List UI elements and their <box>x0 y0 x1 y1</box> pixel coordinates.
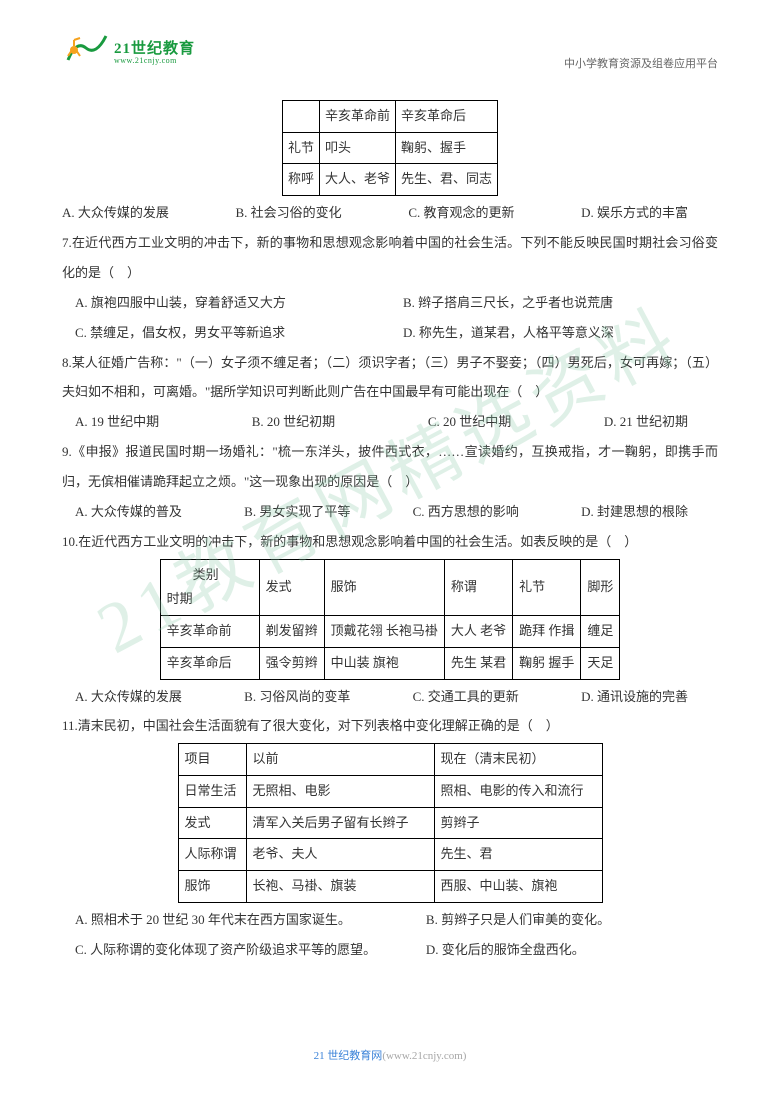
q11-options-row2: C. 人际称谓的变化体现了资产阶级追求平等的愿望。 D. 变化后的服饰全盘西化。 <box>62 935 718 965</box>
q10-table: 类别 时期发式服饰称谓礼节脚形 辛亥革命前剃发留辫顶戴花翎 长袍马褂大人 老爷跪… <box>160 559 621 680</box>
q6-opt-a[interactable]: A. 大众传媒的发展 <box>62 198 169 228</box>
q11-opt-a[interactable]: A. 照相术于 20 世纪 30 年代末在西方国家诞生。 <box>62 905 383 935</box>
q6-options: A. 大众传媒的发展 B. 社会习俗的变化 C. 教育观念的更新 D. 娱乐方式… <box>62 198 718 228</box>
q9-opt-d[interactable]: D. 封建思想的根除 <box>568 497 688 527</box>
q11-options-row1: A. 照相术于 20 世纪 30 年代末在西方国家诞生。 B. 剪辫子只是人们审… <box>62 905 718 935</box>
q11-opt-c[interactable]: C. 人际称谓的变化体现了资产阶级追求平等的愿望。 <box>62 935 383 965</box>
logo-sub-text: www.21cnjy.com <box>114 57 195 65</box>
q8-opt-b[interactable]: B. 20 世纪初期 <box>239 407 335 437</box>
q8-opt-a[interactable]: A. 19 世纪中期 <box>62 407 159 437</box>
q7-opt-c[interactable]: C. 禁缠足，倡女权，男女平等新追求 <box>62 318 360 348</box>
q11-table: 项目以前现在（清末民初） 日常生活无照相、电影照相、电影的传入和流行 发式清军入… <box>178 743 603 902</box>
q7-opt-a[interactable]: A. 旗袍四服中山装，穿着舒适又大方 <box>62 288 360 318</box>
q10-opt-b[interactable]: B. 习俗风尚的变革 <box>231 682 350 712</box>
q10-options: A. 大众传媒的发展 B. 习俗风尚的变革 C. 交通工具的更新 D. 通讯设施… <box>62 682 718 712</box>
q9-options: A. 大众传媒的普及 B. 男女实现了平等 C. 西方思想的影响 D. 封建思想… <box>62 497 718 527</box>
site-logo: 21世纪教育 www.21cnjy.com <box>62 30 195 77</box>
q9-opt-a[interactable]: A. 大众传媒的普及 <box>62 497 182 527</box>
q8-options: A. 19 世纪中期 B. 20 世纪初期 C. 20 世纪中期 D. 21 世… <box>62 407 718 437</box>
q6-opt-d[interactable]: D. 娱乐方式的丰富 <box>581 198 688 228</box>
q11-stem: 11.清末民初，中国社会生活面貌有了很大变化，对下列表格中变化理解正确的是（ ） <box>62 711 718 741</box>
q11-opt-b[interactable]: B. 剪辫子只是人们审美的变化。 <box>413 905 688 935</box>
q10-stem: 10.在近代西方工业文明的冲击下，新的事物和思想观念影响着中国的社会生活。如表反… <box>62 527 718 557</box>
q11-opt-d[interactable]: D. 变化后的服饰全盘西化。 <box>413 935 688 965</box>
q9-opt-b[interactable]: B. 男女实现了平等 <box>231 497 350 527</box>
q7-stem: 7.在近代西方工业文明的冲击下，新的事物和思想观念影响着中国的社会生活。下列不能… <box>62 228 718 288</box>
q7-options-row2: C. 禁缠足，倡女权，男女平等新追求 D. 称先生，道某君，人格平等意义深 <box>62 318 718 348</box>
q10-opt-d[interactable]: D. 通讯设施的完善 <box>568 682 688 712</box>
q7-opt-b[interactable]: B. 辫子搭肩三尺长，之乎者也说荒唐 <box>390 288 688 318</box>
logo-main-text: 21世纪教育 <box>114 42 195 57</box>
footer-url: (www.21cnjy.com) <box>382 1050 466 1062</box>
q9-opt-c[interactable]: C. 西方思想的影响 <box>400 497 519 527</box>
logo-icon <box>62 30 110 77</box>
q6-table: 辛亥革命前辛亥革命后 礼节叩头鞠躬、握手 称呼大人、老爷先生、君、同志 <box>282 100 498 196</box>
q8-opt-c[interactable]: C. 20 世纪中期 <box>415 407 511 437</box>
q7-options-row1: A. 旗袍四服中山装，穿着舒适又大方 B. 辫子搭肩三尺长，之乎者也说荒唐 <box>62 288 718 318</box>
q10-opt-a[interactable]: A. 大众传媒的发展 <box>62 682 182 712</box>
q8-stem: 8.某人征婚广告称："（一）女子须不缠足者；（二）须识字者；（三）男子不娶妾；（… <box>62 348 718 408</box>
q7-opt-d[interactable]: D. 称先生，道某君，人格平等意义深 <box>390 318 688 348</box>
page-footer: 21 世纪教育网(www.21cnjy.com) <box>0 1047 780 1063</box>
footer-brand: 21 世纪教育网 <box>314 1050 383 1062</box>
q9-stem: 9.《申报》报道民国时期一场婚礼："梳一东洋头，披件西式衣，……宣读婚约，互换戒… <box>62 437 718 497</box>
q8-opt-d[interactable]: D. 21 世纪初期 <box>591 407 688 437</box>
q6-opt-b[interactable]: B. 社会习俗的变化 <box>236 198 342 228</box>
q10-opt-c[interactable]: C. 交通工具的更新 <box>400 682 519 712</box>
header-site-label: 中小学教育资源及组卷应用平台 <box>564 52 718 77</box>
q6-opt-c[interactable]: C. 教育观念的更新 <box>408 198 514 228</box>
